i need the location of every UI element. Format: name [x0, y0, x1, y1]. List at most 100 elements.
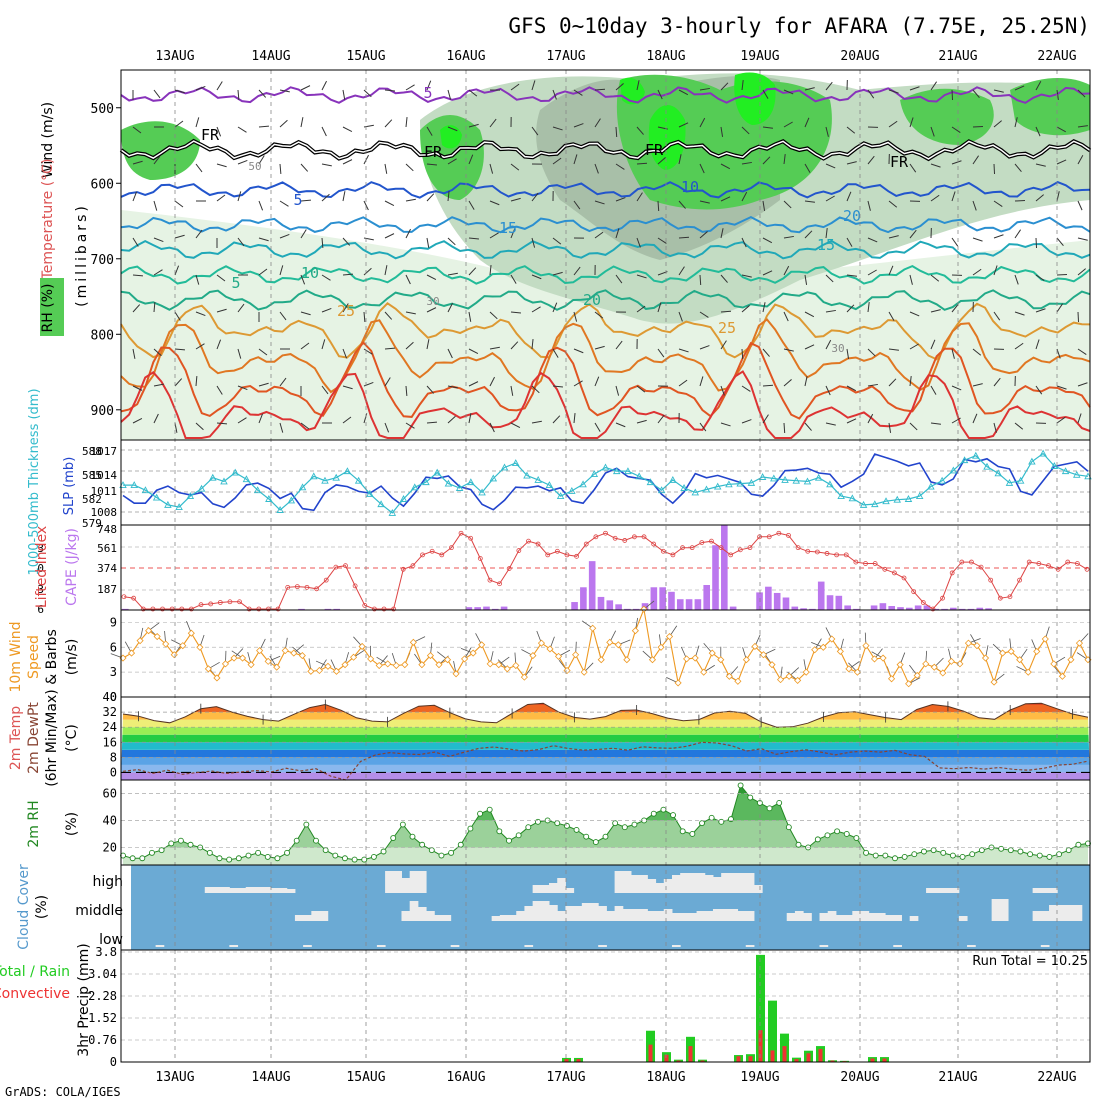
wind-barb: [804, 200, 815, 203]
lifted-index-marker: [477, 556, 483, 561]
thickness-marker: [343, 467, 352, 475]
wind10m-speed-marker: [478, 641, 486, 649]
cloud-low-bar: [598, 945, 607, 947]
wind10m-speed-marker: [187, 629, 195, 637]
cape-bar: [879, 603, 887, 610]
wind-barb: [867, 200, 871, 211]
cloud-high-bar: [630, 875, 640, 893]
wind-barb: [174, 200, 184, 208]
wind-barb: [174, 89, 185, 94]
cloud-middle-bar: [991, 899, 1001, 921]
wind10m-label-1: 10m Wind: [8, 621, 24, 692]
lifted-index-marker: [641, 534, 647, 540]
cloud-high-bar: [532, 885, 542, 893]
wind10m-speed-marker: [1067, 656, 1075, 664]
wind10m-speed-marker: [777, 676, 785, 684]
wind10m-speed-marker: [179, 642, 187, 650]
wind-barb: [237, 89, 240, 101]
upper-air-panel: 5 5 10 15 20 15 10 5 20 25 25 FR FR FR FR 30 30 50 500 600 7…: [91, 72, 1092, 440]
lifted-index-marker: [468, 535, 474, 541]
wind-barb: [363, 200, 369, 211]
lifted-index-marker: [333, 564, 339, 570]
wind-barb: [825, 81, 833, 91]
wind10m-speed-marker: [136, 637, 144, 645]
thickness-marker: [781, 475, 789, 483]
wind-barb: [489, 346, 500, 350]
rh2m-marker: [264, 853, 271, 860]
cape-bar: [800, 608, 807, 610]
cape-bar: [914, 605, 922, 610]
temp2m-tick: 24: [103, 720, 117, 734]
rh-shading-region: [1010, 78, 1090, 136]
wind10m-speed-marker: [674, 679, 682, 687]
thickness-marker: [669, 475, 677, 483]
rh2m-marker: [486, 806, 493, 813]
wind-barb: [825, 195, 835, 202]
wind-barb: [804, 422, 812, 431]
wind-barb: [741, 237, 747, 248]
cloud-high-bar: [950, 888, 960, 893]
wind10m-speed-marker: [614, 641, 622, 649]
wind10m-speed-marker: [273, 663, 281, 671]
isotherm-line: [120, 264, 1091, 285]
wind-barb: [951, 191, 956, 202]
wind-barb: [825, 385, 831, 396]
rh2m-marker: [477, 810, 483, 817]
cloud-middle-bar: [647, 911, 657, 921]
wind10m-speed-marker: [580, 668, 588, 676]
thickness-marker: [433, 468, 441, 476]
cloud-middle-bar: [1040, 911, 1050, 921]
wind-barb: [426, 80, 432, 91]
cloud-low-bar: [745, 945, 755, 947]
cloud-middle-bar: [655, 911, 665, 921]
wind-barb: [342, 191, 346, 202]
wind-barb: [594, 345, 605, 350]
wind-barb: [363, 381, 374, 387]
wind-barb: [552, 271, 563, 276]
rh2m-marker: [496, 828, 503, 835]
wind-barb: [1035, 339, 1040, 350]
wind-barb: [615, 228, 620, 239]
wind-barb: [909, 229, 917, 239]
wind-barb: [321, 126, 327, 137]
slp-line: [122, 453, 1089, 512]
lifted-index-marker: [978, 564, 984, 570]
wind-barb: [552, 126, 563, 131]
wind-barb: [321, 80, 327, 91]
precip-convective-bar: [770, 1050, 775, 1062]
rh2m-axis-labels: 2m RH (%): [26, 800, 80, 847]
thickness-marker: [960, 456, 969, 464]
rh2m-marker: [660, 806, 667, 813]
wind-barb: [237, 191, 242, 202]
isotherm-line: [120, 289, 1091, 311]
cloud-middle-bar: [663, 909, 673, 921]
cloud-high-bar: [385, 871, 394, 893]
cloud-middle-bar: [540, 901, 550, 921]
cape-bar: [712, 545, 719, 610]
upper-rh-label: RH (%): [40, 284, 56, 333]
wind-barb: [300, 85, 311, 91]
cloud-middle-bar: [622, 909, 632, 921]
wind-barb: [174, 348, 186, 351]
wind-barb: [741, 80, 744, 91]
wind-barb: [951, 237, 959, 247]
cape-bar: [650, 587, 658, 610]
cloud-high-bar: [704, 875, 714, 893]
precip-total-bar: [756, 954, 765, 1062]
lifted-index-marker: [651, 541, 657, 547]
wind-barb: [615, 126, 618, 138]
cape-bar: [765, 586, 772, 610]
lifted-index-marker: [988, 577, 994, 583]
lifted-index-marker: [420, 552, 425, 558]
wind-barb: [804, 376, 808, 387]
wind-barb: [1035, 274, 1045, 282]
wind-barb: [195, 311, 206, 317]
wind-barb: [993, 89, 1004, 93]
thickness-marker: [949, 466, 958, 474]
lifted-index-marker: [1055, 566, 1061, 572]
cloud-middle-bar: [860, 911, 870, 921]
lifted-index-marker: [718, 545, 724, 551]
wind-barb: [1056, 385, 1067, 390]
lifted-index-marker: [1017, 577, 1022, 583]
wind-barb: [300, 274, 306, 285]
